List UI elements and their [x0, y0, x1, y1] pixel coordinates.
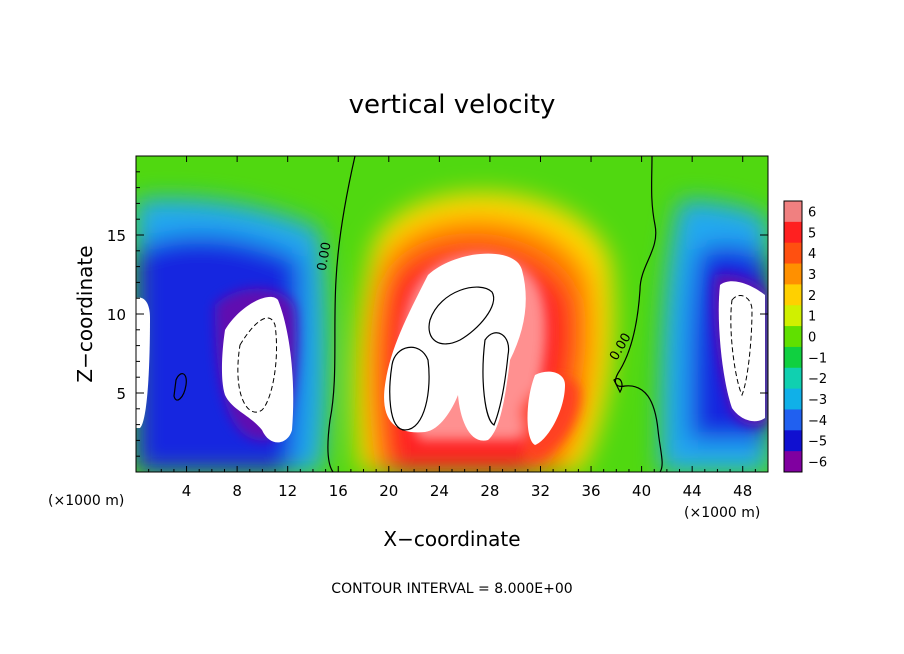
- colorbar-label: −4: [808, 414, 827, 429]
- x-tick-label: 36: [581, 482, 600, 500]
- colorbar-label: 6: [808, 205, 816, 220]
- plot-area: 0.000.00: [136, 156, 768, 472]
- colorbar-swatch: [784, 430, 802, 452]
- contour-updraft-lower: [389, 346, 430, 431]
- x-unit-left: (×1000 m): [48, 493, 124, 509]
- x-axis-ticks: 4 8 12 16 20 24 28 32 36 40 44 48: [135, 156, 769, 500]
- x-tick-label: 44: [683, 482, 702, 500]
- y-tick-label: 10: [107, 306, 126, 324]
- colorbar-swatch: [784, 221, 802, 244]
- colorbar-label: −5: [808, 435, 827, 450]
- x-tick-label: 16: [329, 482, 348, 500]
- colorbar-label: −2: [808, 372, 827, 387]
- colorbar-swatch: [784, 305, 802, 327]
- y-axis-ticks: 5 10 15: [107, 155, 768, 473]
- x-unit-right: (×1000 m): [684, 505, 760, 521]
- colorbar-swatch: [784, 346, 802, 369]
- x-axis-label: X−coordinate: [383, 527, 520, 551]
- colorbar-swatch: [784, 242, 802, 265]
- chart-title: vertical velocity: [349, 90, 556, 120]
- colorbar-label: 3: [808, 268, 816, 283]
- dashed-contour-left: [237, 317, 278, 413]
- downdraft-saturated-core-left: [221, 296, 294, 443]
- colorbar-label: −1: [808, 351, 827, 366]
- zero-contour-left: [327, 156, 356, 472]
- x-tick-label: 8: [232, 482, 242, 500]
- updraft-saturated-lobe: [527, 371, 565, 445]
- colorbar-frame: [783, 200, 803, 473]
- colorbar-swatch: [784, 326, 802, 348]
- downdraft-saturated-core-right: [718, 281, 765, 422]
- colorbar-swatch: [784, 388, 802, 410]
- contour-updraft-lobe: [482, 332, 510, 426]
- contour-lines: [173, 156, 663, 472]
- colorbar: 6 5 4 3 2 1 0 −1 −2 −3 −4 −5 −6: [783, 200, 827, 473]
- colorbar-swatch: [784, 263, 802, 285]
- contour-downdraft-small: [173, 373, 187, 401]
- contour-downdraft-small-2: [613, 378, 623, 394]
- updraft-saturated-core: [384, 253, 526, 441]
- contour-interval-footer: CONTOUR INTERVAL = 8.000E+00: [331, 581, 572, 597]
- colorbar-swatch: [784, 367, 802, 390]
- x-tick-label: 20: [379, 482, 398, 500]
- x-tick-label: 32: [531, 482, 550, 500]
- colorbar-label: 0: [808, 331, 816, 346]
- contour-updraft-upper: [428, 286, 495, 345]
- y-axis-label: Z−coordinate: [73, 245, 97, 382]
- colorbar-label: −6: [808, 456, 827, 471]
- colorbar-swatch: [784, 409, 802, 431]
- y-tick-label: 15: [107, 227, 126, 245]
- x-tick-label: 4: [182, 482, 192, 500]
- zero-contour-right: [614, 156, 663, 472]
- x-tick-label: 40: [632, 482, 651, 500]
- colorbar-label: 2: [808, 289, 816, 304]
- y-tick-label: 5: [116, 385, 126, 403]
- colorbar-swatch: [784, 284, 802, 306]
- colorbar-label: 5: [808, 226, 816, 241]
- dashed-contour-right: [730, 295, 753, 397]
- x-tick-label: 12: [278, 482, 297, 500]
- colorbar-label: 4: [808, 247, 816, 262]
- colorbar-label: 1: [808, 310, 816, 325]
- colorbar-swatch: [784, 451, 802, 473]
- contour-label: 0.00: [315, 241, 335, 272]
- colorbar-swatch: [784, 201, 802, 223]
- x-tick-label: 28: [480, 482, 499, 500]
- x-tick-label: 48: [733, 482, 752, 500]
- saturated-cores: [136, 253, 765, 445]
- colorbar-label: −3: [808, 393, 827, 408]
- x-tick-label: 24: [430, 482, 449, 500]
- dashed-contours: [237, 295, 753, 413]
